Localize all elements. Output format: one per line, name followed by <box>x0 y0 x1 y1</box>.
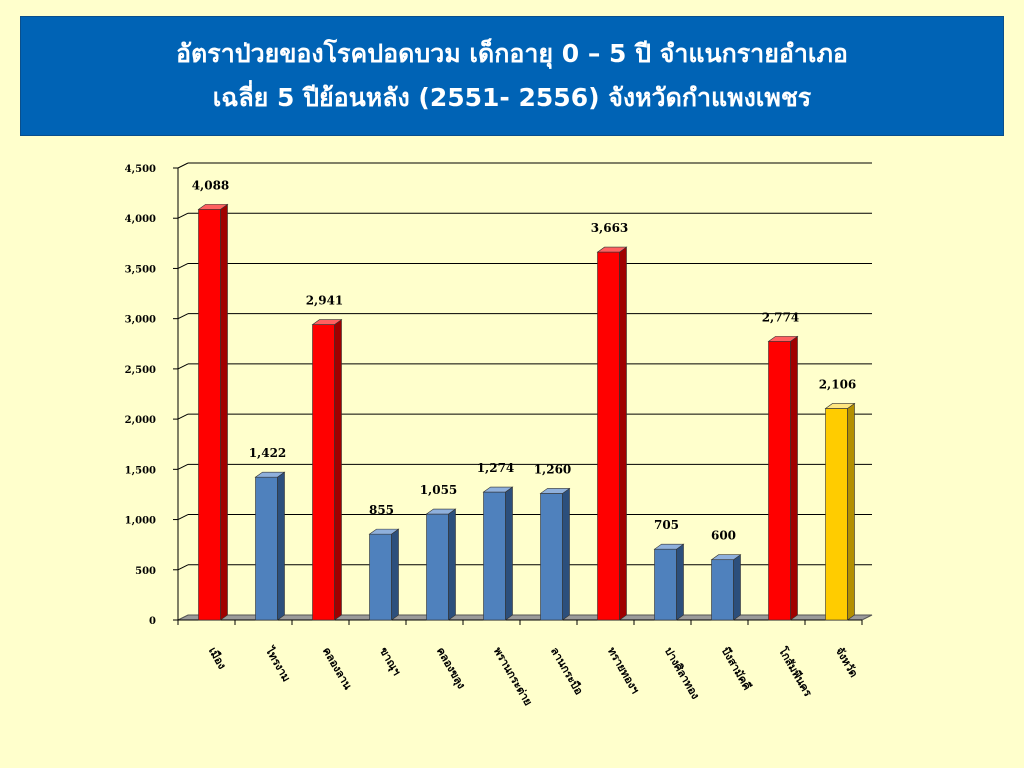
bar-side <box>391 528 399 621</box>
gridline-connector <box>177 313 189 320</box>
bar-top <box>482 486 514 493</box>
data-label: 705 <box>654 518 679 532</box>
bar-top <box>596 246 628 253</box>
x-category-label: บึงสามัคคี <box>719 645 754 692</box>
data-label: 2,106 <box>819 377 857 391</box>
data-label: 2,941 <box>306 294 344 308</box>
bar-side <box>505 486 513 621</box>
bar <box>312 324 335 621</box>
data-label: 2,774 <box>762 310 800 324</box>
bar <box>654 548 677 621</box>
x-category-label: ขาณุฯ <box>376 645 403 678</box>
data-label: 855 <box>369 503 394 517</box>
bar <box>483 491 506 621</box>
x-category-label: โกสัมพีนคร <box>775 644 815 699</box>
y-tick-label: 3,000 <box>125 315 156 326</box>
bar <box>768 341 791 621</box>
y-tick-label: 500 <box>135 566 156 577</box>
bar-top <box>824 403 856 409</box>
bar-top <box>311 319 343 325</box>
title-banner: อัตราป่วยของโรคปอดบวม เด็กอายุ 0 – 5 ปี … <box>20 16 1004 136</box>
y-tick-label: 1,000 <box>125 516 156 527</box>
bar-side <box>277 471 285 621</box>
x-category-label: คลองลาน <box>320 645 355 692</box>
y-tick-label: 3,500 <box>125 264 156 275</box>
bar <box>540 493 563 621</box>
bar-side <box>790 335 798 621</box>
bar-side <box>619 246 627 621</box>
chart-title-line-2: เฉลี่ย 5 ปีย้อนหลัง (2551- 2556) จังหวัด… <box>212 83 812 112</box>
data-label: 3,663 <box>591 221 629 235</box>
bar <box>825 408 848 621</box>
y-tick-label: 4,000 <box>125 214 156 225</box>
x-category-label: ไทรงาม <box>262 643 294 684</box>
bar <box>255 476 278 621</box>
data-label: 1,274 <box>477 461 515 475</box>
gridline-connector <box>177 514 189 521</box>
bar-side <box>733 554 741 621</box>
bar <box>198 209 221 621</box>
x-category-label: ปางศิลาทอง <box>662 645 702 701</box>
data-label: 600 <box>711 529 736 543</box>
data-label: 1,055 <box>420 483 458 497</box>
gridline-connector <box>177 262 189 269</box>
data-label: 4,088 <box>192 178 230 192</box>
y-tick-label: 2,000 <box>125 415 156 426</box>
gridline-connector <box>177 564 189 571</box>
x-category-label: จังหวัด <box>833 645 860 680</box>
bar-top <box>254 471 286 478</box>
bar-top <box>653 543 685 550</box>
x-category-label: ทรายทองฯ <box>605 645 642 696</box>
bar-side <box>847 402 855 621</box>
bar <box>711 559 734 621</box>
bar-side <box>448 508 456 621</box>
bar-top <box>197 204 229 210</box>
data-label: 1,422 <box>249 446 287 460</box>
bar-top <box>767 336 799 342</box>
bar-top <box>425 508 457 515</box>
x-category-label: พรานกระต่าย <box>491 645 535 708</box>
gridline-connector <box>177 463 189 470</box>
x-category-label: ลานกระบือ <box>548 645 586 697</box>
y-tick-label: 0 <box>149 616 156 627</box>
bar <box>426 513 449 621</box>
bar-side <box>676 543 684 621</box>
bar-side <box>220 203 228 621</box>
gridline-connector <box>177 212 189 219</box>
y-tick-label: 1,500 <box>125 465 156 476</box>
gridline-connector <box>177 413 189 420</box>
bar-side <box>562 487 570 621</box>
x-category-label: คลองขลุง <box>433 645 468 692</box>
bar-side <box>334 319 342 621</box>
data-label: 1,260 <box>534 462 572 476</box>
x-category-label: เมือง <box>206 645 229 671</box>
bar-top <box>539 488 571 494</box>
bar <box>369 533 392 621</box>
gridline-connector <box>177 162 189 169</box>
gridline-connector <box>177 363 189 370</box>
bar <box>597 251 620 621</box>
y-tick-label: 2,500 <box>125 365 156 376</box>
y-tick-label: 4,500 <box>125 164 156 175</box>
bar-top <box>368 528 400 535</box>
chart-title-line-1: อัตราป่วยของโรคปอดบวม เด็กอายุ 0 – 5 ปี … <box>176 39 848 68</box>
bar-top <box>710 554 742 561</box>
